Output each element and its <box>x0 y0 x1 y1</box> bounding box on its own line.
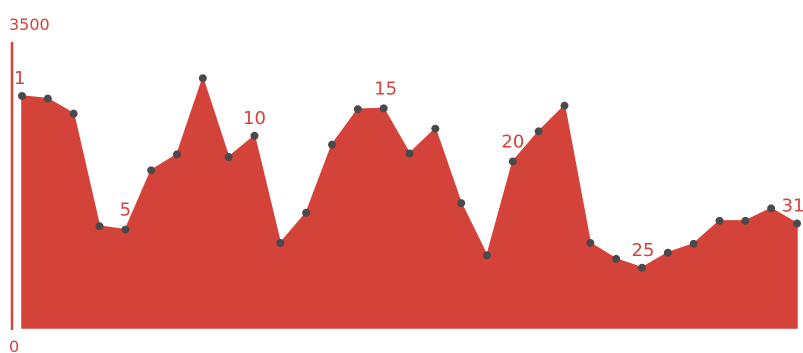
area-layer <box>21 77 798 329</box>
point-label-1: 1 <box>14 68 25 89</box>
point-label-20: 20 <box>501 131 524 152</box>
point-label-31: 31 <box>782 195 803 216</box>
point-label-5: 5 <box>120 200 131 221</box>
data-point-21 <box>534 127 543 136</box>
data-point-31 <box>793 219 801 228</box>
data-point-30 <box>767 204 776 213</box>
data-point-22 <box>560 101 569 110</box>
data-point-19 <box>483 251 491 260</box>
data-point-28 <box>715 216 724 225</box>
data-point-25 <box>638 263 646 272</box>
y-axis-min-label: 0 <box>9 337 19 353</box>
data-point-15 <box>379 104 388 113</box>
data-point-3 <box>69 109 78 118</box>
data-point-5 <box>121 225 130 234</box>
data-point-26 <box>663 248 672 257</box>
point-label-15: 15 <box>374 78 397 99</box>
data-point-1 <box>18 91 26 100</box>
data-point-8 <box>198 74 207 83</box>
data-point-23 <box>586 238 595 247</box>
data-point-27 <box>689 239 698 248</box>
point-label-25: 25 <box>632 240 655 261</box>
data-point-11 <box>276 238 285 247</box>
marker-layer <box>18 74 801 272</box>
data-point-29 <box>741 216 750 225</box>
axis-layer: 3500 0 <box>9 15 50 353</box>
data-point-14 <box>353 105 362 114</box>
data-point-10 <box>250 131 259 140</box>
data-point-16 <box>405 149 414 158</box>
data-point-7 <box>173 150 181 159</box>
data-point-9 <box>224 153 233 162</box>
data-point-18 <box>457 199 466 208</box>
data-point-20 <box>508 157 517 166</box>
data-point-12 <box>302 208 311 217</box>
series-area <box>21 77 798 329</box>
data-point-4 <box>95 222 104 231</box>
data-point-24 <box>612 254 621 263</box>
point-label-10: 10 <box>243 108 266 129</box>
data-point-2 <box>43 94 52 103</box>
data-point-13 <box>328 140 336 149</box>
data-point-6 <box>147 166 156 175</box>
y-axis-max-label: 3500 <box>9 15 50 34</box>
data-point-17 <box>431 124 440 133</box>
